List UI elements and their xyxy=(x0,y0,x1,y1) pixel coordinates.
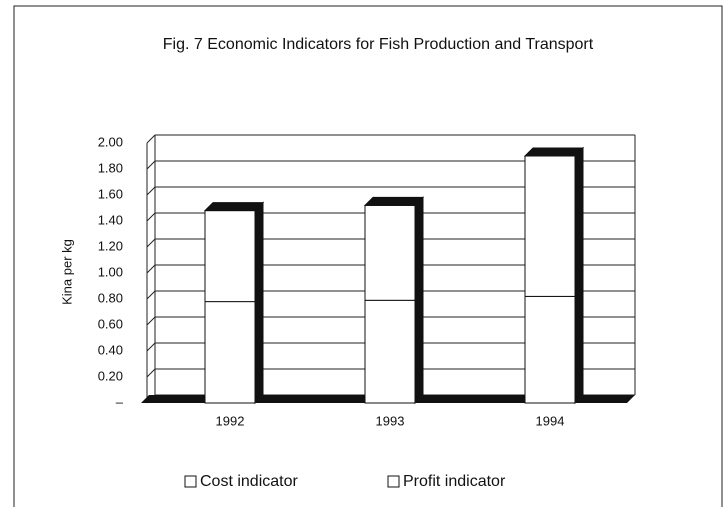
grid-line-side xyxy=(146,290,156,300)
grid-line-side xyxy=(146,238,156,248)
bar-front xyxy=(364,204,416,301)
y-tick-label: 1.20 xyxy=(98,238,123,253)
bar-side xyxy=(414,196,424,302)
legend-swatch xyxy=(184,475,197,488)
grid-line-side xyxy=(146,342,156,352)
y-axis-label: Kina per kg xyxy=(59,239,74,305)
legend-label: Cost indicator xyxy=(200,473,298,490)
grid-line-side xyxy=(146,264,156,274)
grid-line-side xyxy=(146,186,156,196)
bar-side xyxy=(414,291,424,405)
bar-side xyxy=(254,201,264,303)
bar-front xyxy=(204,210,256,303)
chart-frame xyxy=(13,5,723,507)
y-tick-label: 0.20 xyxy=(98,368,123,383)
bar-side xyxy=(254,292,264,405)
y-tick-label: 1.60 xyxy=(98,186,123,201)
bar-front xyxy=(204,301,256,404)
x-tick-label: 1994 xyxy=(536,413,565,428)
y-tick-label: 1.80 xyxy=(98,160,123,175)
y-tick-label: – xyxy=(116,394,124,409)
grid-line-side xyxy=(146,212,156,222)
bar-segment xyxy=(203,201,265,303)
bar-top xyxy=(203,202,265,212)
y-tick-label: 1.40 xyxy=(98,212,123,227)
chart-title: Fig. 7 Economic Indicators for Fish Prod… xyxy=(163,36,594,53)
bar-top xyxy=(523,147,585,157)
grid-line-side xyxy=(146,134,156,144)
bar-front xyxy=(524,155,576,297)
bar-segment xyxy=(364,291,424,405)
bar-segment xyxy=(204,292,264,405)
bar-front xyxy=(524,295,576,404)
grid-line-side xyxy=(146,160,156,170)
bar-segment xyxy=(524,287,584,405)
bar-top xyxy=(363,196,425,206)
grid-line xyxy=(146,134,635,144)
bar-segment xyxy=(523,146,585,298)
y-tick-label: 0.80 xyxy=(98,290,123,305)
y-tick-label: 0.40 xyxy=(98,342,123,357)
bar-side xyxy=(574,146,584,298)
bar-side xyxy=(574,287,584,405)
legend-swatch xyxy=(387,475,400,488)
legend-label: Profit indicator xyxy=(403,473,506,490)
grid-line-side xyxy=(146,368,156,378)
bar-segment xyxy=(363,196,425,302)
x-tick-label: 1993 xyxy=(376,413,405,428)
grid-line-side xyxy=(146,316,156,326)
y-tick-label: 1.00 xyxy=(98,264,123,279)
y-tick-label: 0.60 xyxy=(98,316,123,331)
bar-front xyxy=(364,299,416,404)
x-tick-label: 1992 xyxy=(216,413,245,428)
y-tick-label: 2.00 xyxy=(98,134,123,149)
